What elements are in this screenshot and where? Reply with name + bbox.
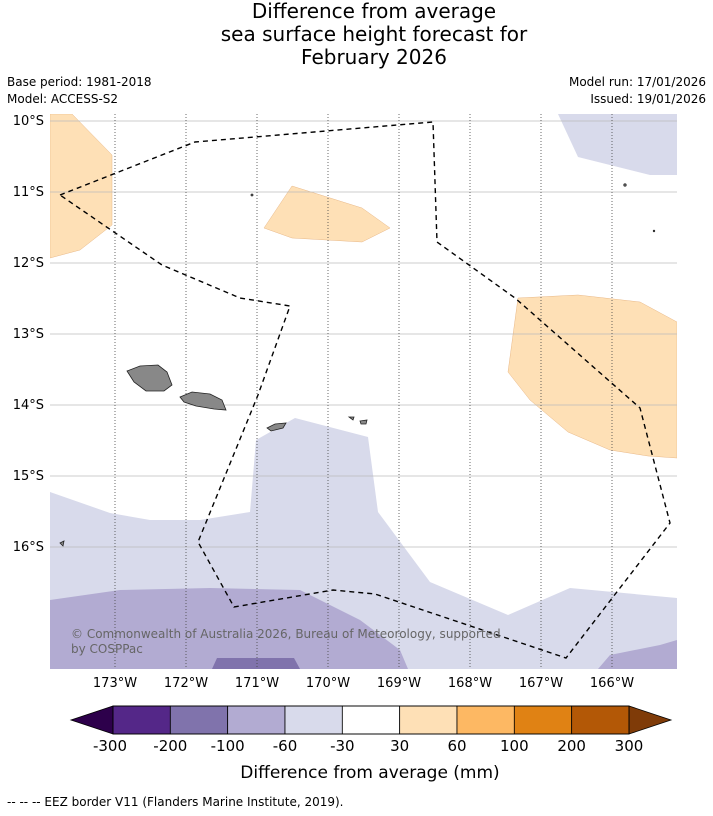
colorbar-bin: [169, 705, 229, 735]
colorbar-tick: 100: [500, 737, 529, 755]
lon-label-169w: 169°W: [377, 676, 421, 691]
colorbar-outline: [112, 705, 630, 735]
anomaly-region-plus30-west: [50, 114, 113, 259]
title-line-1: Difference from average: [251, 0, 497, 23]
lat-label-15s: 15°S: [13, 469, 44, 484]
lon-label-170w: 170°W: [306, 676, 350, 691]
colorbar-bin: [513, 705, 573, 735]
colorbar-under-triangle: [69, 705, 114, 735]
colorbar-bin: [571, 705, 630, 735]
model-name: Model: ACCESS-S2: [7, 92, 119, 106]
latitude-labels: 10°S 11°S 12°S 13°S 14°S 15°S 16°S: [13, 114, 44, 555]
lon-label-166w: 166°W: [590, 676, 634, 691]
colorbar-over-triangle: [628, 705, 673, 735]
ofu-olosega-island: [347, 416, 355, 421]
swains-island: [250, 193, 254, 197]
anomaly-region-plus30-central: [263, 185, 391, 243]
colorbar-bin: [399, 705, 458, 735]
anomaly-region-minus60-southeast: [598, 640, 677, 669]
small-atoll-east: [652, 229, 656, 233]
gridlines: [50, 114, 677, 669]
land-masses: [59, 183, 656, 547]
lon-label-171w: 171°W: [235, 676, 279, 691]
anomaly-region-minus30-northeast: [558, 114, 677, 175]
meta-right: Model run: 17/01/2026 Issued: 19/01/2026: [569, 74, 706, 108]
colorbar-tick: 300: [615, 737, 644, 755]
colorbar-tick-labels: -300 -200 -100 -60 -30 30 60 100 200 300: [93, 737, 643, 755]
colorbar-bin: [284, 705, 343, 735]
savaii-island: [126, 364, 173, 392]
longitude-gridlines: [114, 114, 613, 669]
lat-label-11s: 11°S: [13, 185, 44, 200]
lat-label-13s: 13°S: [13, 327, 44, 342]
colorbar-tick: 200: [557, 737, 586, 755]
latitude-gridlines: [50, 120, 677, 548]
copyright-line-2: by COSPPac: [71, 642, 143, 656]
anomaly-region-minus100-south: [212, 658, 300, 669]
lon-label-173w: 173°W: [93, 676, 137, 691]
lat-label-10s: 10°S: [13, 114, 44, 129]
lat-label-14s: 14°S: [13, 398, 44, 413]
lon-label-167w: 167°W: [519, 676, 563, 691]
longitude-labels: 173°W 172°W 171°W 170°W 169°W 168°W 167°…: [93, 676, 634, 691]
lat-label-12s: 12°S: [13, 256, 44, 271]
copyright-line-1: © Commonwealth of Australia 2026, Bureau…: [71, 627, 501, 641]
colorbar-tick: -200: [153, 737, 187, 755]
anomaly-region-minus60-south: [50, 588, 408, 669]
map-plot-area: © Commonwealth of Australia 2026, Bureau…: [50, 114, 677, 669]
title-line-3: February 2026: [301, 45, 447, 69]
upolu-island: [179, 391, 227, 411]
colorbar-tick: -30: [330, 737, 355, 755]
tutuila-island: [266, 422, 287, 432]
issued-date: Issued: 19/01/2026: [590, 92, 706, 106]
colorbar-label: Difference from average (mm): [240, 763, 499, 783]
title-line-2: sea surface height forecast for: [220, 22, 528, 46]
eez-border-samoa: [59, 121, 671, 659]
colorbar-tick: -60: [273, 737, 298, 755]
colorbar-tick: -300: [93, 737, 127, 755]
model-run: Model run: 17/01/2026: [568, 75, 706, 89]
tau-island: [359, 419, 368, 425]
copyright-note: © Commonwealth of Australia 2026, Bureau…: [71, 627, 501, 656]
eez-borders: [59, 121, 671, 659]
eez-legend-note: -- -- -- EEZ border V11 (Flanders Marine…: [7, 795, 344, 809]
colorbar-bin: [227, 705, 286, 735]
colorbar-bin: [341, 705, 401, 735]
lat-label-16s: 16°S: [13, 540, 44, 555]
meta-left: Base period: 1981-2018 Model: ACCESS-S2: [7, 74, 152, 108]
tokelau-atoll: [623, 183, 627, 187]
chart-title: Difference from average sea surface heig…: [0, 0, 713, 69]
base-period: Base period: 1981-2018: [7, 75, 152, 89]
lon-label-168w: 168°W: [448, 676, 492, 691]
colorbar-bins: [112, 705, 630, 735]
colorbar-tick: 30: [390, 737, 409, 755]
colorbar-tick: 60: [447, 737, 466, 755]
small-island-west: [59, 540, 65, 547]
lon-label-172w: 172°W: [164, 676, 208, 691]
colorbar-bin: [112, 705, 171, 735]
anomaly-region-plus30-east: [507, 294, 677, 459]
colorbar-tick: -100: [211, 737, 245, 755]
colorbar: -300 -200 -100 -60 -30 30 60 100 200 300…: [69, 705, 673, 783]
colorbar-bin: [456, 705, 515, 735]
